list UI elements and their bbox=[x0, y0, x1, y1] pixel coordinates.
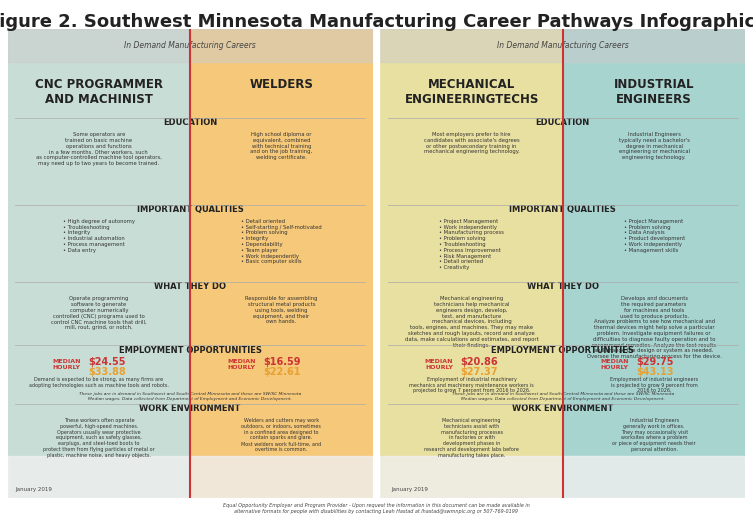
Text: • High degree of autonomy
• Troubleshooting
• Integrity
• Industrial automation
: • High degree of autonomy • Troubleshoot… bbox=[62, 219, 135, 253]
Text: Mechanical engineering
technicians help mechanical
engineers design, develop,
te: Mechanical engineering technicians help … bbox=[404, 296, 538, 347]
Bar bbox=[380, 455, 745, 498]
Text: $33.88: $33.88 bbox=[88, 367, 126, 377]
Text: Operate programming
software to generate
computer numerically
controlled (CNC) p: Operate programming software to generate… bbox=[51, 296, 147, 330]
Text: • Detail oriented
• Self-starting / Self-motivated
• Problem solving
• Integrity: • Detail oriented • Self-starting / Self… bbox=[241, 219, 322, 264]
Text: Employment of industrial engineers
is projected to grow 9 percent from
2016 to 2: Employment of industrial engineers is pr… bbox=[610, 377, 698, 394]
Text: January 2019: January 2019 bbox=[15, 487, 52, 493]
Text: January 2019: January 2019 bbox=[392, 487, 428, 493]
Text: $29.75: $29.75 bbox=[636, 357, 673, 367]
Text: $22.61: $22.61 bbox=[264, 367, 300, 377]
Text: Demand is expected to be strong, as many firms are
adopting technologies such as: Demand is expected to be strong, as many… bbox=[29, 377, 169, 388]
Text: Industrial Engineers
generally work in offices.
They may occasionally visit
work: Industrial Engineers generally work in o… bbox=[612, 418, 696, 452]
Text: MEDIAN
HOURLY: MEDIAN HOURLY bbox=[227, 359, 256, 370]
Text: INDUSTRIAL
ENGINEERS: INDUSTRIAL ENGINEERS bbox=[614, 78, 694, 106]
Text: Some operators are
trained on basic machine
operations and functions
in a few mo: Some operators are trained on basic mach… bbox=[36, 132, 162, 166]
Text: MEDIAN
HOURLY: MEDIAN HOURLY bbox=[52, 359, 81, 370]
Text: • Project Management
• Problem solving
• Data Analysis
• Product development
• W: • Project Management • Problem solving •… bbox=[623, 219, 684, 253]
Text: These workers often operate
powerful, high-speed machines.
Operators usually wea: These workers often operate powerful, hi… bbox=[43, 418, 154, 458]
Text: Equal Opportunity Employer and Program Provider - Upon request the information i: Equal Opportunity Employer and Program P… bbox=[223, 503, 530, 514]
Text: EMPLOYMENT OPPORTUNITIES: EMPLOYMENT OPPORTUNITIES bbox=[492, 345, 634, 355]
Text: Most employers prefer to hire
candidates with associate's degrees
or other posts: Most employers prefer to hire candidates… bbox=[424, 132, 520, 155]
Text: Employment of industrial machinery
mechanics and machinery maintenance workers i: Employment of industrial machinery mecha… bbox=[409, 377, 534, 394]
Text: MECHANICAL
ENGINEERINGTECHS: MECHANICAL ENGINEERINGTECHS bbox=[404, 78, 538, 106]
Text: IMPORTANT QUALITIES: IMPORTANT QUALITIES bbox=[510, 205, 616, 214]
Text: Mechanical engineering
technicians assist with
manufacturing processes
in factor: Mechanical engineering technicians assis… bbox=[424, 418, 519, 458]
Text: CNC PROGRAMMER
AND MACHINIST: CNC PROGRAMMER AND MACHINIST bbox=[35, 78, 163, 106]
Text: These jobs are in demand in Southwest and South Central Minnesota and these are : These jobs are in demand in Southwest an… bbox=[79, 392, 301, 401]
Text: MEDIAN
HOURLY: MEDIAN HOURLY bbox=[600, 359, 629, 370]
Text: • Project Management
• Work independently
• Manufacturing process
• Problem solv: • Project Management • Work independentl… bbox=[439, 219, 504, 270]
Text: EDUCATION: EDUCATION bbox=[163, 118, 218, 127]
Bar bbox=[190, 29, 373, 498]
Text: WORK ENVIRONMENT: WORK ENVIRONMENT bbox=[512, 404, 614, 413]
Text: EDUCATION: EDUCATION bbox=[535, 118, 590, 127]
Text: EMPLOYMENT OPPORTUNITIES: EMPLOYMENT OPPORTUNITIES bbox=[119, 345, 261, 355]
Text: Industrial Engineers
typically need a bachelor's
degree in mechanical
engineerin: Industrial Engineers typically need a ba… bbox=[619, 132, 690, 160]
Text: High school diploma or
equivalent, combined
with technical training
and on the j: High school diploma or equivalent, combi… bbox=[250, 132, 312, 160]
Text: These jobs are in demand in Southwest and South Central Minnesota and these are : These jobs are in demand in Southwest an… bbox=[452, 392, 674, 401]
Text: $27.37: $27.37 bbox=[461, 367, 498, 377]
Text: WHAT THEY DO: WHAT THEY DO bbox=[154, 282, 226, 291]
Text: WORK ENVIRONMENT: WORK ENVIRONMENT bbox=[139, 404, 241, 413]
Bar bbox=[563, 29, 745, 498]
Bar bbox=[380, 29, 563, 498]
Text: Figure 2. Southwest Minnesota Manufacturing Career Pathways Infographics: Figure 2. Southwest Minnesota Manufactur… bbox=[0, 13, 753, 31]
Bar bbox=[8, 29, 190, 498]
Text: WELDERS: WELDERS bbox=[249, 78, 313, 91]
Text: MEDIAN
HOURLY: MEDIAN HOURLY bbox=[425, 359, 453, 370]
Text: $43.13: $43.13 bbox=[636, 367, 673, 377]
Text: $16.59: $16.59 bbox=[264, 357, 300, 367]
Text: Develops and documents
the required parameters
for machines and tools
used to pr: Develops and documents the required para… bbox=[587, 296, 721, 359]
Bar bbox=[8, 29, 373, 62]
Bar bbox=[380, 29, 745, 62]
Text: WHAT THEY DO: WHAT THEY DO bbox=[527, 282, 599, 291]
Text: In Demand Manufacturing Careers: In Demand Manufacturing Careers bbox=[124, 41, 256, 50]
Text: Welders and cutters may work
outdoors, or indoors, sometimes
in a confined area : Welders and cutters may work outdoors, o… bbox=[241, 418, 322, 452]
Text: IMPORTANT QUALITIES: IMPORTANT QUALITIES bbox=[137, 205, 243, 214]
Text: $20.86: $20.86 bbox=[461, 357, 498, 367]
Text: $24.55: $24.55 bbox=[88, 357, 126, 367]
Text: In Demand Manufacturing Careers: In Demand Manufacturing Careers bbox=[497, 41, 629, 50]
Bar bbox=[8, 455, 373, 498]
Text: Responsible for assembling
structural metal products
using tools, welding
equipm: Responsible for assembling structural me… bbox=[245, 296, 318, 324]
